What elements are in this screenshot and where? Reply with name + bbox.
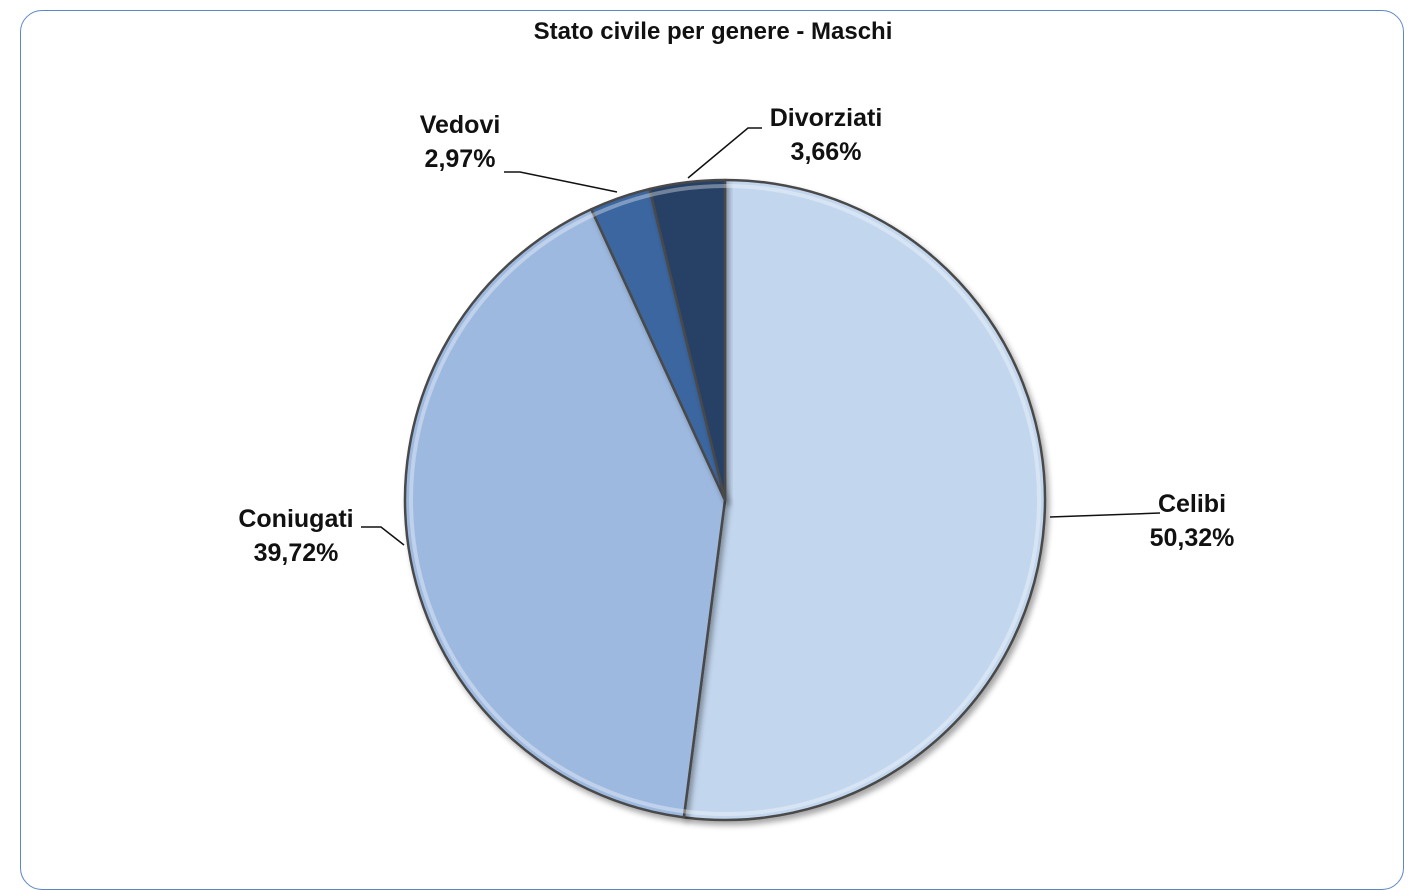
leader-line-celibi (1049, 512, 1161, 518)
pie-bevel-highlight (409, 184, 1041, 816)
slice-value-label-divorziati: 3,66% (791, 138, 862, 166)
pie-slice-divorziati (648, 178, 727, 502)
slice-value-label-coniugati: 39,72% (254, 539, 339, 567)
slice-label-celibi: Celibi (1158, 490, 1226, 518)
pie-slice-celibi (682, 178, 1047, 822)
leader-line-divorziati (687, 127, 762, 179)
slice-value-label-vedovi: 2,97% (425, 145, 496, 173)
leader-line-vedovi (504, 171, 618, 193)
slice-label-divorziati: Divorziati (770, 104, 883, 132)
leader-line-coniugati (361, 526, 405, 546)
pie-slice-coniugati (403, 208, 727, 819)
slice-label-coniugati: Coniugati (238, 505, 353, 533)
slice-label-vedovi: Vedovi (420, 111, 501, 139)
slice-value-label-celibi: 50,32% (1150, 524, 1235, 552)
chart-title: Stato civile per genere - Maschi (533, 18, 893, 45)
